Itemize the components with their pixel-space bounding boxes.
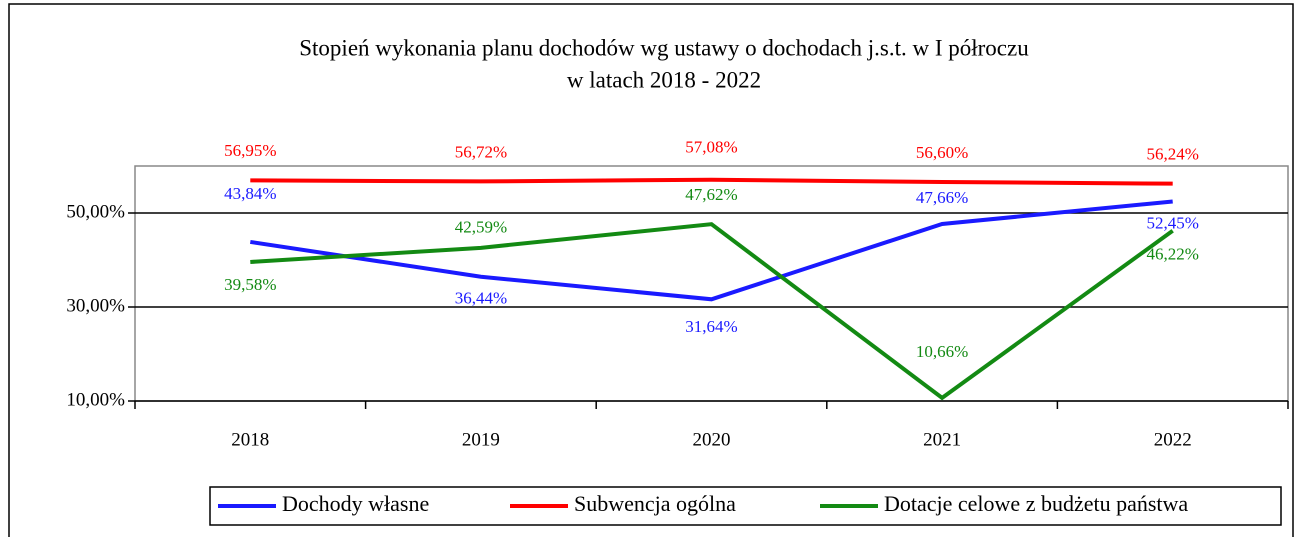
data-label: 57,08% [685, 138, 737, 157]
chart-title: Stopień wykonania planu dochodów wg usta… [299, 35, 1029, 60]
chart-title: w latach 2018 - 2022 [567, 67, 761, 92]
x-tick-label: 2018 [231, 429, 269, 450]
data-label: 47,62% [685, 185, 737, 204]
data-label: 56,95% [224, 141, 276, 160]
x-tick-label: 2019 [462, 429, 500, 450]
chart-frame [8, 3, 1294, 537]
data-label: 36,44% [455, 289, 507, 308]
series-line [250, 177, 1173, 186]
data-label: 10,66% [916, 342, 968, 361]
data-label: 43,84% [224, 184, 276, 203]
legend-label: Dotacje celowe z budżetu państwa [884, 491, 1188, 516]
data-label: 56,72% [455, 142, 507, 161]
legend-label: Subwencja ogólna [574, 491, 736, 516]
series-line [250, 199, 1173, 302]
data-label: 52,45% [1146, 213, 1198, 232]
data-label: 46,22% [1146, 245, 1198, 264]
y-tick-label: 10,00% [66, 389, 125, 410]
legend-label: Dochody własne [282, 491, 429, 516]
legend-box [209, 486, 1282, 526]
data-label: 47,66% [916, 188, 968, 207]
series-line [250, 222, 1174, 401]
y-tick-label: 50,00% [66, 201, 125, 222]
data-label: 56,24% [1146, 145, 1198, 164]
x-tick-label: 2020 [693, 429, 731, 450]
x-tick-label: 2021 [923, 429, 961, 450]
data-label: 42,59% [455, 218, 507, 237]
x-tick-label: 2022 [1154, 429, 1192, 450]
y-tick-label: 30,00% [66, 295, 125, 316]
data-label: 39,58% [224, 275, 276, 294]
data-label: 56,60% [916, 143, 968, 162]
data-label: 31,64% [685, 317, 737, 336]
